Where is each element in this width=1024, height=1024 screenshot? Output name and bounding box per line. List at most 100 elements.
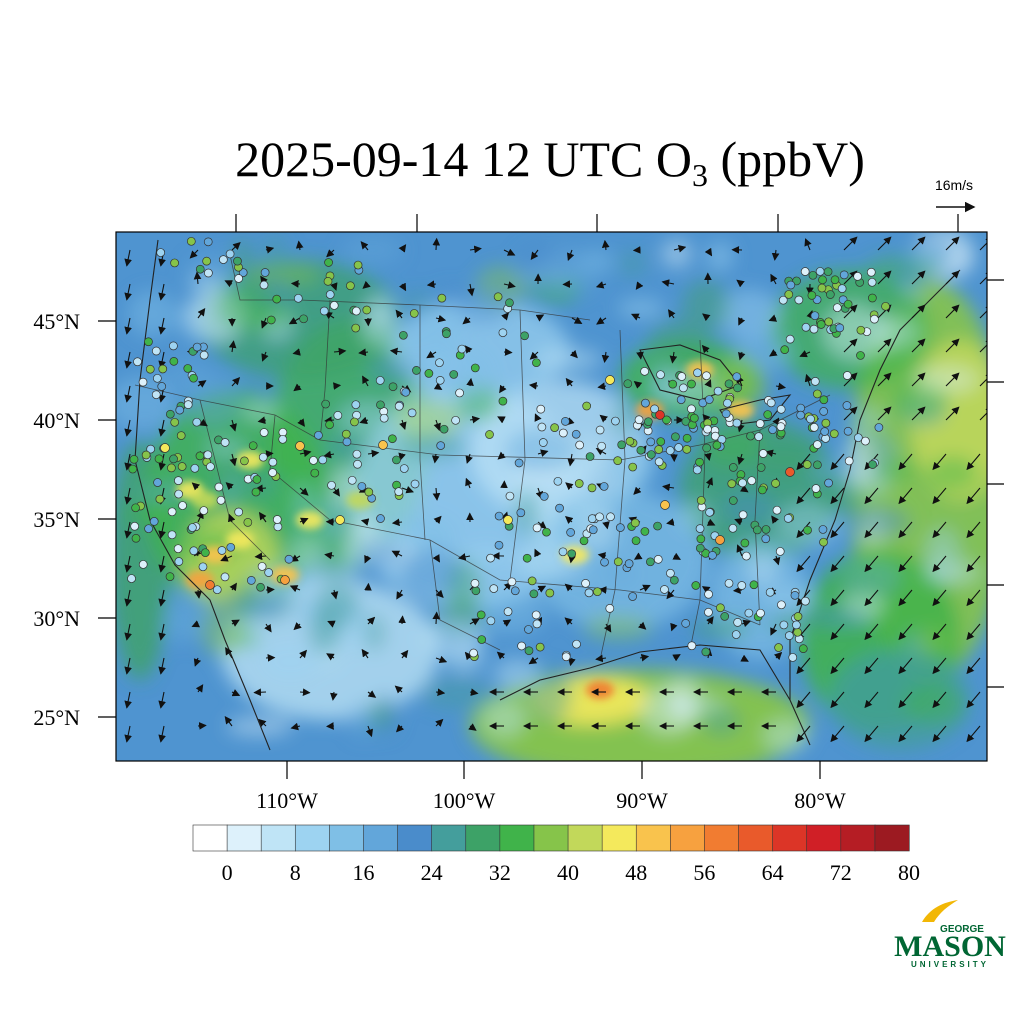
wind-arrow	[564, 583, 573, 592]
station-marker	[259, 280, 269, 290]
wind-arrow	[945, 236, 960, 251]
wind-arrow	[158, 691, 166, 709]
field-blob	[746, 552, 779, 587]
station-marker	[704, 395, 714, 404]
station-marker	[485, 430, 494, 439]
colorbar-swatch	[499, 824, 535, 852]
station-marker	[754, 432, 764, 441]
station-marker	[793, 612, 803, 621]
wind-arrow	[830, 453, 845, 471]
wind-arrow	[898, 691, 913, 709]
wind-arrow	[265, 246, 275, 254]
station-marker	[527, 576, 537, 586]
wind-arrow	[360, 241, 369, 251]
wind-arrow	[864, 555, 879, 573]
wind-arrow	[599, 414, 608, 423]
station-marker	[510, 586, 520, 596]
station-marker	[693, 368, 702, 378]
field-blob	[316, 494, 346, 542]
wind-arrow	[435, 314, 447, 323]
colorbar-tick-label: 56	[693, 860, 715, 885]
wind-arrow	[571, 316, 583, 324]
wind-arrow	[595, 654, 607, 663]
station-marker	[217, 546, 227, 555]
wind-arrow	[299, 688, 311, 697]
station-marker	[801, 596, 810, 606]
wind-arrow	[293, 383, 302, 392]
station-marker	[818, 525, 828, 534]
wind-arrow	[469, 688, 479, 696]
station-marker	[442, 329, 451, 339]
station-marker	[662, 415, 671, 425]
field-blob	[682, 279, 731, 335]
wind-arrow	[672, 552, 681, 560]
field-blob	[482, 699, 527, 738]
wind-arrow	[706, 518, 716, 526]
station-marker	[522, 553, 532, 563]
station-marker	[324, 258, 333, 267]
wind-arrow	[796, 487, 811, 505]
station-marker	[738, 478, 747, 488]
wind-arrow	[469, 618, 480, 626]
station-marker	[772, 505, 782, 515]
wind-arrow	[333, 382, 342, 390]
station-marker	[616, 523, 625, 532]
station-marker	[561, 417, 570, 426]
field-blob	[361, 305, 398, 348]
wind-arrow	[830, 691, 845, 709]
wind-arrow	[701, 344, 710, 354]
station-marker-high	[660, 500, 670, 510]
wind-arrow	[124, 691, 132, 709]
colorbar-swatch	[192, 824, 228, 852]
logo-top-text: GEORGE	[940, 924, 984, 935]
wind-arrow	[293, 622, 302, 631]
station-marker	[542, 527, 551, 537]
station-marker	[149, 517, 159, 526]
station-marker	[713, 386, 723, 396]
field-blob	[403, 291, 434, 311]
station-marker	[532, 523, 542, 533]
station-marker	[248, 441, 258, 451]
wind-arrow	[843, 236, 858, 251]
wind-arrow	[433, 419, 441, 432]
longitude-labels: 110°W 100°W 90°W 80°W	[256, 788, 846, 813]
station-marker	[585, 452, 595, 461]
colorbar-swatch	[738, 824, 774, 852]
field-blob	[493, 657, 542, 691]
wind-arrow	[330, 589, 339, 600]
station-marker	[812, 389, 822, 399]
station-marker	[681, 619, 691, 628]
station-marker-high	[335, 515, 345, 525]
field-blob	[189, 274, 227, 293]
station-marker	[357, 482, 367, 491]
station-marker	[868, 293, 877, 303]
station-marker	[808, 270, 818, 280]
station-marker	[264, 568, 274, 577]
station-marker	[243, 518, 253, 527]
latitude-labels: 25°N 30°N 35°N 40°N 45°N	[33, 309, 80, 730]
station-marker	[595, 425, 605, 435]
station-marker	[202, 256, 211, 266]
wind-arrow	[435, 718, 444, 727]
wind-arrow	[898, 657, 913, 675]
wind-arrow	[193, 657, 202, 667]
station-marker	[704, 589, 713, 599]
field-blob	[199, 607, 243, 657]
station-marker	[170, 417, 180, 427]
wind-arrow	[124, 453, 132, 471]
station-marker	[813, 440, 822, 449]
wind-arrow	[224, 716, 233, 727]
station-marker	[128, 464, 138, 474]
station-marker	[856, 351, 865, 360]
station-marker	[674, 443, 683, 452]
wind-arrow	[911, 270, 926, 285]
station-marker	[738, 510, 748, 520]
station-marker	[284, 554, 294, 564]
station-marker	[505, 298, 514, 308]
station-marker	[520, 331, 529, 341]
station-marker	[505, 491, 515, 501]
station-marker	[362, 305, 372, 315]
field-blob	[399, 546, 462, 599]
colorbar-tick-label: 80	[898, 860, 920, 885]
